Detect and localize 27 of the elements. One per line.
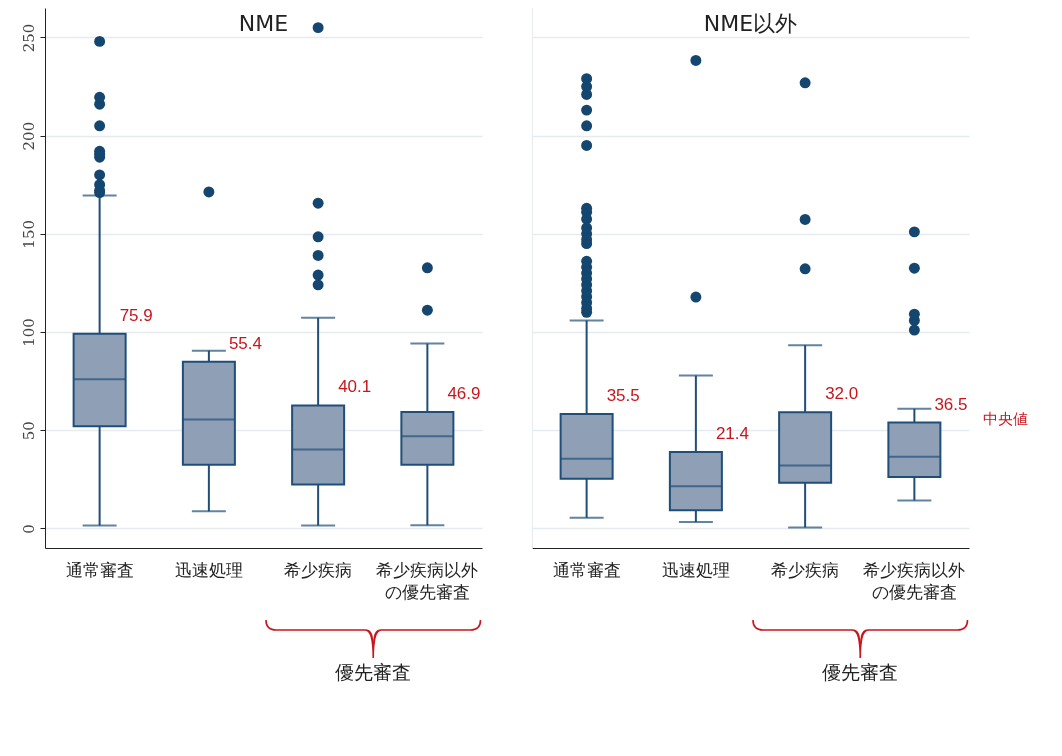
- x-tick-label: 迅速処理: [174, 559, 243, 580]
- annotation: 46.9: [447, 383, 481, 403]
- x-tick-label: 通常審査: [552, 559, 621, 580]
- annotation: 35.5: [606, 385, 640, 405]
- x-tick-label: 希少疾病: [284, 559, 353, 580]
- annotation: 36.5: [934, 394, 968, 414]
- annotation: 32.0: [825, 384, 859, 404]
- chart-title: NME: [238, 11, 289, 36]
- y-tick-label: 100: [19, 318, 38, 347]
- x-tick-label: 迅速処理: [661, 559, 730, 580]
- x-tick-label: 希少疾病以外の優先審査: [376, 559, 479, 602]
- chart-title: NME以外: [703, 11, 798, 36]
- annotation: 40.1: [338, 377, 372, 397]
- y-tick-label: 250: [19, 23, 38, 53]
- text: 優先審査: [820, 660, 899, 685]
- annotation: 55.4: [228, 333, 262, 353]
- text: 優先審査: [333, 660, 412, 685]
- y-tick-label: 200: [19, 121, 38, 151]
- x-tick-label: 希少疾病: [771, 559, 840, 580]
- annotation: 75.9: [119, 305, 153, 325]
- y-tick-label: 0: [19, 524, 38, 534]
- y-tick-label: 150: [19, 220, 38, 249]
- annotation: 21.4: [715, 423, 749, 443]
- y-tick-label: 50: [19, 421, 38, 441]
- text: 中央値: [983, 410, 1028, 429]
- x-tick-label: 通常審査: [65, 559, 134, 580]
- x-tick-label: 希少疾病以外の優先審査: [863, 559, 966, 602]
